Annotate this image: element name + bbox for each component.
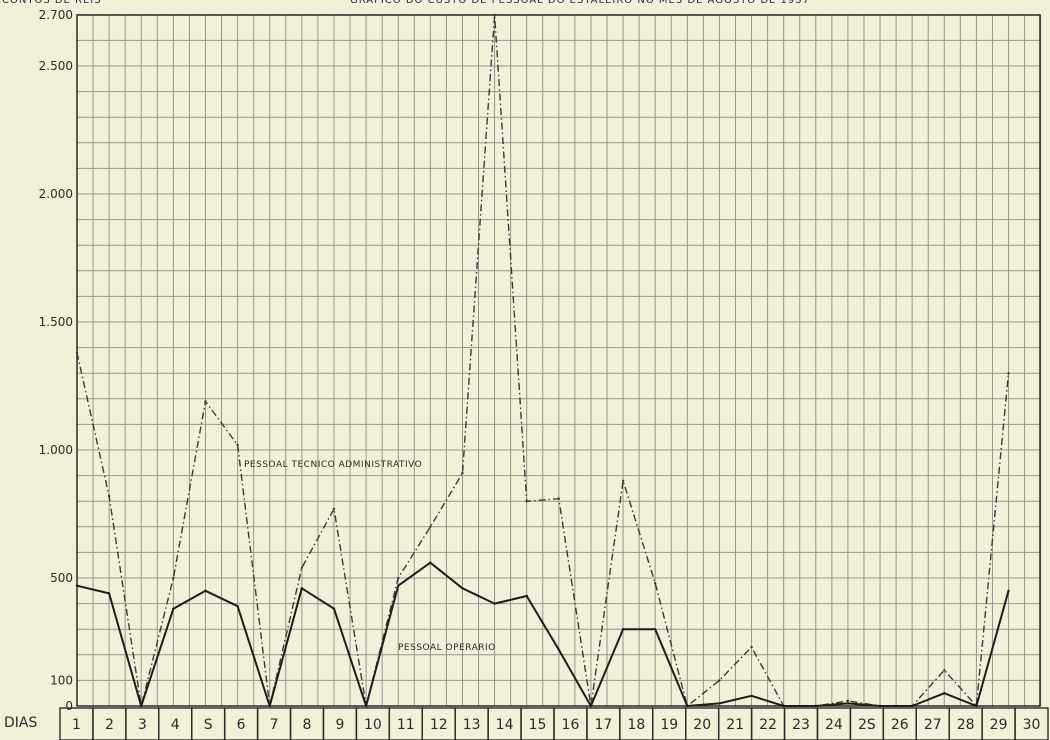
y-tick-label: 2.000 bbox=[39, 187, 73, 201]
data-point bbox=[333, 508, 335, 510]
x-tick-label: 15 bbox=[529, 717, 547, 733]
data-point bbox=[76, 352, 78, 354]
x-tick-label: 28 bbox=[957, 717, 975, 733]
data-point bbox=[397, 577, 399, 579]
x-tick-label: 30 bbox=[1023, 717, 1041, 733]
grid-lines bbox=[77, 15, 1041, 706]
data-point bbox=[718, 702, 720, 704]
data-point bbox=[558, 498, 560, 500]
x-tick-label: 6 bbox=[237, 717, 246, 733]
data-point bbox=[815, 705, 817, 707]
x-tick-label: 22 bbox=[759, 717, 777, 733]
y-tick-label: 1.500 bbox=[39, 315, 73, 329]
data-point bbox=[269, 705, 271, 707]
data-point bbox=[782, 705, 784, 707]
data-point bbox=[172, 577, 174, 579]
data-point bbox=[558, 648, 560, 650]
data-point bbox=[590, 705, 592, 707]
x-tick-label: 13 bbox=[463, 717, 481, 733]
x-tick-label: 21 bbox=[726, 717, 744, 733]
x-tick-label: 14 bbox=[496, 717, 514, 733]
data-point bbox=[847, 700, 849, 702]
x-tick-label: 3 bbox=[138, 717, 147, 733]
data-point bbox=[654, 628, 656, 630]
data-point bbox=[397, 585, 399, 587]
x-tick-label: 23 bbox=[792, 717, 810, 733]
x-tick-label: 8 bbox=[303, 717, 312, 733]
data-point bbox=[879, 705, 881, 707]
data-point bbox=[622, 628, 624, 630]
data-point bbox=[108, 495, 110, 497]
data-point bbox=[236, 605, 238, 607]
data-point bbox=[750, 695, 752, 697]
data-point bbox=[333, 608, 335, 610]
data-point bbox=[108, 592, 110, 594]
y-tick-label: 1.000 bbox=[39, 443, 73, 457]
y-tick-label: 0 bbox=[65, 699, 73, 713]
data-point bbox=[975, 705, 977, 707]
x-tick-label: 19 bbox=[660, 717, 678, 733]
x-tick-label: 9 bbox=[335, 717, 344, 733]
data-point bbox=[140, 705, 142, 707]
data-point bbox=[172, 608, 174, 610]
y-tick-label: 100 bbox=[50, 673, 73, 687]
x-tick-label: 11 bbox=[397, 717, 415, 733]
y-tick-label: 2.500 bbox=[39, 59, 73, 73]
x-tick-label: 18 bbox=[627, 717, 645, 733]
data-point bbox=[847, 702, 849, 704]
x-axis-label: DIAS bbox=[4, 715, 37, 731]
data-point bbox=[911, 705, 913, 707]
data-point bbox=[718, 679, 720, 681]
y-tick-label: 2.700 bbox=[39, 8, 73, 22]
x-tick-label: S bbox=[204, 717, 213, 733]
x-tick-label: 24 bbox=[825, 717, 843, 733]
chart-title: GRAFICO DO CUSTO DE PESSOAL DO ESTALEIRO… bbox=[350, 0, 810, 6]
x-tick-label: 16 bbox=[562, 717, 580, 733]
x-tick-label: 2S bbox=[858, 717, 876, 733]
data-point bbox=[943, 669, 945, 671]
x-tick-label: 26 bbox=[891, 717, 909, 733]
x-tick-label: 10 bbox=[364, 717, 382, 733]
series-label: PESSOAL OPERARIO bbox=[398, 643, 496, 653]
data-point bbox=[493, 602, 495, 604]
data-point bbox=[622, 480, 624, 482]
x-tick-label: 20 bbox=[693, 717, 711, 733]
x-tick-label: 4 bbox=[171, 717, 180, 733]
data-point bbox=[365, 705, 367, 707]
data-point bbox=[429, 526, 431, 528]
x-tick-label: 27 bbox=[924, 717, 942, 733]
y-tick-label: 500 bbox=[50, 571, 73, 585]
data-point bbox=[525, 595, 527, 597]
data-point bbox=[76, 585, 78, 587]
data-point bbox=[461, 472, 463, 474]
x-tick-label: 2 bbox=[105, 717, 114, 733]
y-axis-label: CONTOS DE REIS bbox=[2, 0, 102, 6]
data-point bbox=[493, 14, 495, 16]
data-point bbox=[204, 400, 206, 402]
data-point bbox=[204, 590, 206, 592]
data-point bbox=[750, 646, 752, 648]
data-point bbox=[525, 500, 527, 502]
data-point bbox=[429, 561, 431, 563]
x-tick-label: 12 bbox=[430, 717, 448, 733]
data-point bbox=[686, 705, 688, 707]
data-point bbox=[1007, 372, 1009, 374]
x-tick-label: 7 bbox=[270, 717, 279, 733]
data-point bbox=[654, 582, 656, 584]
data-point bbox=[461, 587, 463, 589]
data-point bbox=[236, 444, 238, 446]
x-tick-label: 17 bbox=[594, 717, 612, 733]
series-label: PESSOAL TECNICO ADMINISTRATIVO bbox=[244, 460, 422, 470]
data-point bbox=[943, 692, 945, 694]
data-point bbox=[1007, 590, 1009, 592]
data-point bbox=[301, 587, 303, 589]
x-tick-label: 29 bbox=[990, 717, 1008, 733]
x-tick-label: 1 bbox=[72, 717, 81, 733]
data-point bbox=[301, 567, 303, 569]
